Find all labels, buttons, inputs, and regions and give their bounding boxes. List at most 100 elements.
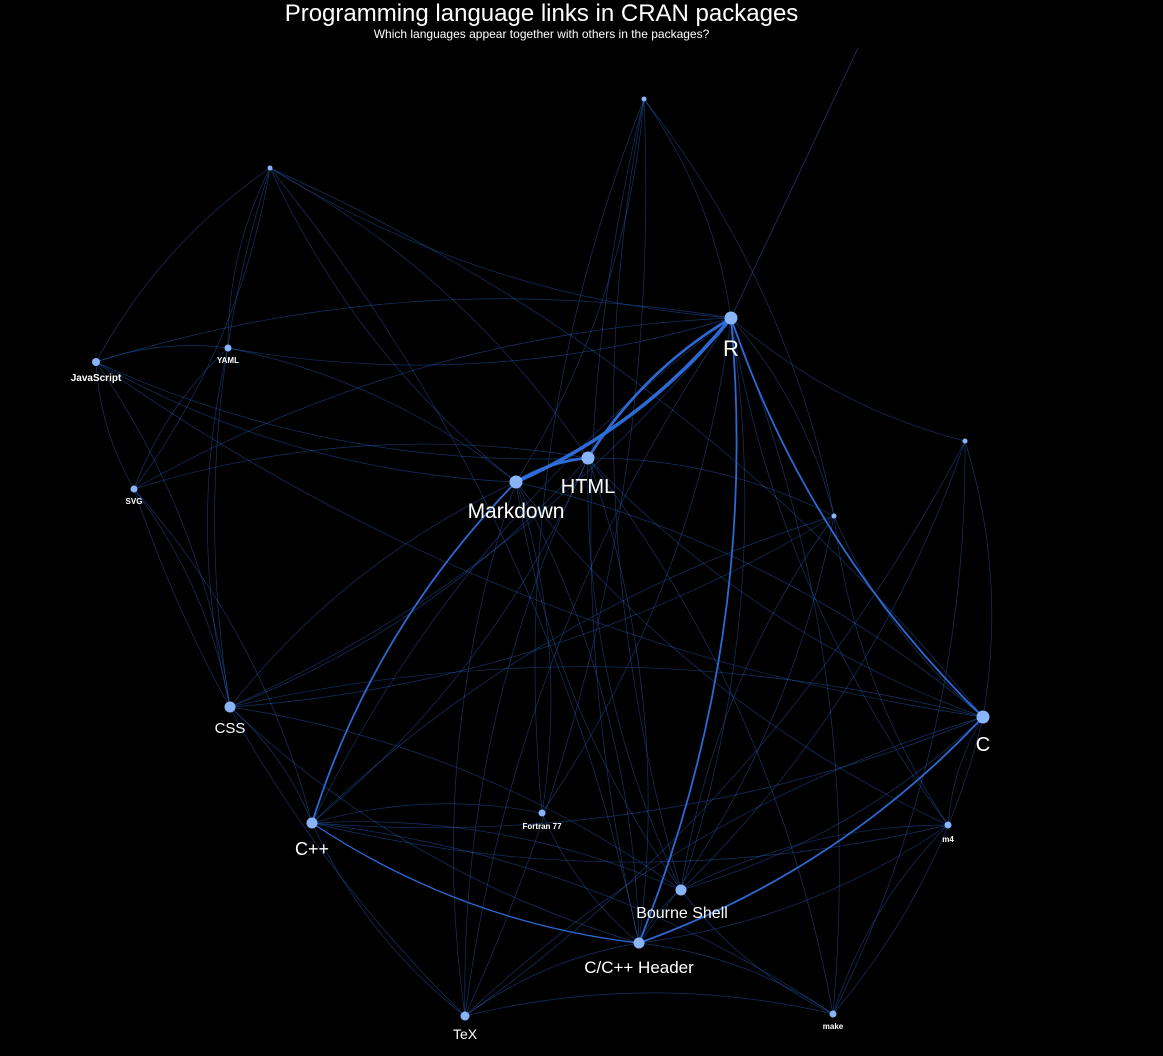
edge-c-cpp-header-u1	[269, 167, 640, 944]
node-javascript[interactable]	[92, 358, 100, 366]
edge-r-u2	[643, 98, 732, 319]
edge-css-c-cpp-header	[229, 706, 640, 944]
label-cpp: C++	[295, 839, 329, 859]
edge-r-fortran-77	[541, 317, 732, 814]
edge-tex-make	[464, 992, 834, 1017]
node-cpp[interactable]	[306, 817, 318, 829]
node-yaml[interactable]	[224, 344, 232, 352]
node-markdown[interactable]	[509, 475, 523, 489]
edge-tex-u4	[464, 440, 966, 1017]
edge-c-c-cpp-header	[638, 716, 984, 944]
edge-html-u1	[269, 167, 589, 459]
edge-markdown-c	[515, 481, 984, 718]
edge-c-u3	[833, 515, 984, 718]
edge-javascript-svg	[95, 361, 135, 490]
label-yaml: YAML	[217, 356, 239, 365]
node-r[interactable]	[724, 311, 738, 325]
edge-markdown-bourne-shell	[515, 481, 682, 891]
edge-html-cpp	[311, 457, 589, 824]
edge-yaml-svg	[133, 347, 229, 490]
node-fortran-77[interactable]	[538, 809, 546, 817]
edge-markdown-u2	[515, 98, 645, 483]
edge-c-cpp-header-u3	[638, 515, 835, 944]
edge-html-c	[587, 457, 984, 718]
edge-yaml-u1	[227, 167, 271, 349]
edge-fortran-77-u2	[534, 98, 645, 814]
node-u2[interactable]	[641, 96, 647, 102]
edge-r-u1	[269, 167, 732, 319]
edge-stray	[730, 47, 859, 319]
node-u3[interactable]	[831, 513, 837, 519]
edge-c-u4	[964, 440, 993, 718]
edge-r-m4	[730, 317, 949, 826]
edge-html-bourne-shell	[587, 457, 682, 891]
node-bourne-shell[interactable]	[675, 884, 687, 896]
edge-r-css	[229, 317, 732, 708]
edge-c-cpp-header-m4	[638, 824, 949, 944]
edge-c-make	[832, 716, 984, 1015]
node-html[interactable]	[581, 451, 595, 465]
edge-markdown-u1	[269, 167, 517, 483]
edge-tex-svg	[133, 488, 466, 1017]
edge-css-yaml	[207, 347, 231, 708]
edge-r-c-cpp-header	[638, 317, 738, 944]
label-tex: TeX	[453, 1026, 478, 1042]
edge-css-javascript	[95, 361, 231, 708]
edge-css-u3	[229, 515, 835, 708]
edge-markdown-c-cpp-header	[515, 481, 640, 944]
edge-html-javascript	[95, 361, 589, 460]
edge-cpp-make	[311, 822, 834, 1015]
node-m4[interactable]	[944, 821, 952, 829]
edge-css-u1	[214, 167, 271, 708]
edge-markdown-yaml	[227, 347, 517, 483]
edge-css-svg	[133, 488, 231, 708]
edge-markdown-fortran-77	[515, 481, 552, 814]
node-svg[interactable]	[130, 485, 138, 493]
edge-javascript-u1	[95, 167, 271, 363]
edge-m4-u3	[833, 515, 949, 826]
label-m4: m4	[942, 835, 954, 844]
edge-html-u3	[587, 457, 835, 517]
edge-bourne-shell-u2	[612, 98, 682, 891]
edge-r-tex	[464, 317, 732, 1017]
node-make[interactable]	[829, 1010, 837, 1018]
label-c-cpp-header: C/C++ Header	[584, 958, 694, 977]
edge-r-javascript	[95, 298, 732, 363]
label-fortran-77: Fortran 77	[522, 822, 562, 831]
edge-css-bourne-shell	[229, 706, 682, 891]
chart-subtitle: Which languages appear together with oth…	[373, 27, 710, 41]
edge-c-cpp-header-make	[638, 942, 834, 1015]
edge-c-m4	[947, 716, 984, 826]
node-c-cpp-header[interactable]	[633, 937, 645, 949]
edge-css-cpp	[229, 706, 313, 824]
edge-tex-u2	[464, 98, 647, 1017]
edge-r-c	[730, 317, 984, 718]
edge-m4-make	[832, 824, 949, 1015]
edge-markdown-tex	[453, 481, 517, 1017]
edge-c-tex	[464, 716, 984, 1017]
node-layer	[92, 96, 990, 1021]
label-css: CSS	[215, 720, 246, 737]
chart-title: Programming language links in CRAN packa…	[284, 0, 799, 27]
node-css[interactable]	[224, 701, 236, 713]
edge-c-bourne-shell	[680, 716, 984, 891]
edge-c-css	[229, 666, 984, 718]
label-javascript: JavaScript	[71, 373, 122, 384]
edge-c-cpp-header-tex	[464, 942, 640, 1017]
edge-c-cpp-header-u2	[590, 98, 645, 944]
edge-r-yaml	[227, 317, 732, 366]
edge-bourne-shell-u3	[680, 515, 835, 891]
edge-c-cpp-header-fortran-77	[541, 812, 640, 944]
edge-markdown-html	[515, 456, 589, 484]
edge-bourne-shell-make	[680, 889, 834, 1015]
node-u4[interactable]	[962, 438, 968, 444]
edge-bourne-shell-m4	[680, 824, 949, 891]
edge-html-svg	[133, 443, 589, 490]
node-c[interactable]	[976, 710, 990, 724]
edge-r-bourne-shell	[680, 317, 746, 891]
node-u1[interactable]	[267, 165, 273, 171]
node-tex[interactable]	[460, 1011, 470, 1021]
label-html: HTML	[561, 476, 615, 498]
label-make: make	[823, 1022, 844, 1031]
edge-c-javascript	[95, 361, 984, 718]
